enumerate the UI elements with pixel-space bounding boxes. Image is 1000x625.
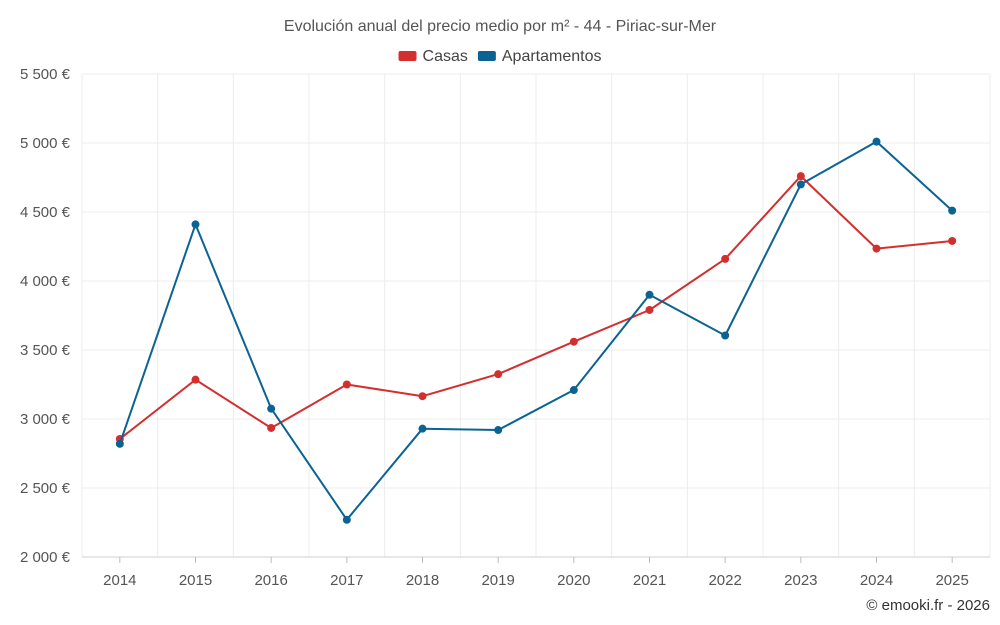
y-axis: 2 000 € 2 500 € 3 000 € 3 500 € 4 000 € 4 500…: [20, 66, 71, 566]
y-tick-label: 5 000 €: [20, 135, 71, 152]
data-point-casas[interactable]: [191, 375, 200, 384]
data-point-casas[interactable]: [645, 305, 654, 314]
data-point-apartamentos[interactable]: [948, 206, 957, 215]
y-tick-label: 5 500 €: [20, 66, 71, 83]
y-tick-label: 4 000 €: [20, 273, 71, 290]
series-group: [115, 137, 957, 524]
data-point-casas[interactable]: [721, 254, 730, 263]
x-tick-label: 2022: [708, 572, 741, 589]
series-line-apartamentos: [118, 140, 953, 521]
series-line-casas: [119, 175, 953, 440]
data-point-apartamentos[interactable]: [494, 426, 503, 435]
x-tick-label: 2020: [557, 572, 590, 589]
y-tick-label: 2 500 €: [20, 480, 71, 497]
data-point-apartamentos[interactable]: [418, 424, 427, 433]
x-tick-label: 2025: [935, 572, 968, 589]
data-point-apartamentos[interactable]: [645, 290, 654, 299]
data-point-apartamentos[interactable]: [115, 439, 124, 448]
data-point-apartamentos[interactable]: [721, 331, 730, 340]
data-point-casas[interactable]: [494, 370, 503, 379]
data-point-casas[interactable]: [948, 236, 957, 245]
y-tick-label: 3 000 €: [20, 411, 71, 428]
chart-title: Evolución anual del precio medio por m² …: [284, 18, 717, 35]
legend: Casas Apartamentos: [398, 48, 602, 65]
legend-swatch-apartamentos[interactable]: [477, 51, 496, 61]
data-point-apartamentos[interactable]: [796, 180, 805, 189]
data-point-apartamentos[interactable]: [569, 386, 578, 395]
x-axis: 2014 2015 2016 2017 2018 2019 2020 2021 2022 2023…: [82, 556, 990, 589]
x-tick-label: 2018: [406, 572, 439, 589]
x-tick-label: 2014: [103, 572, 136, 589]
data-point-casas[interactable]: [569, 337, 578, 346]
data-point-casas[interactable]: [342, 380, 351, 389]
data-point-apartamentos[interactable]: [872, 137, 881, 146]
data-point-apartamentos[interactable]: [191, 220, 200, 229]
x-tick-label: 2024: [860, 572, 893, 589]
credit-text: © emooki.fr - 2026: [866, 597, 990, 614]
legend-swatch-casas[interactable]: [398, 51, 417, 61]
y-tick-label: 4 500 €: [20, 204, 71, 221]
data-point-casas[interactable]: [872, 244, 881, 253]
y-tick-label: 2 000 €: [20, 549, 71, 566]
gridlines: [81, 73, 991, 558]
x-tick-label: 2019: [481, 572, 514, 589]
y-tick-label: 3 500 €: [20, 342, 71, 359]
x-tick-label: 2017: [330, 572, 363, 589]
x-tick-label: 2015: [179, 572, 212, 589]
data-point-casas[interactable]: [418, 392, 427, 401]
legend-label-apartamentos[interactable]: Apartamentos: [502, 48, 602, 65]
data-point-casas[interactable]: [796, 172, 805, 181]
x-tick-label: 2016: [254, 572, 287, 589]
data-point-apartamentos[interactable]: [267, 404, 276, 413]
data-point-casas[interactable]: [267, 423, 276, 432]
legend-label-casas[interactable]: Casas: [423, 48, 468, 65]
data-point-apartamentos[interactable]: [342, 515, 351, 524]
x-tick-label: 2023: [784, 572, 817, 589]
x-tick-label: 2021: [633, 572, 666, 589]
